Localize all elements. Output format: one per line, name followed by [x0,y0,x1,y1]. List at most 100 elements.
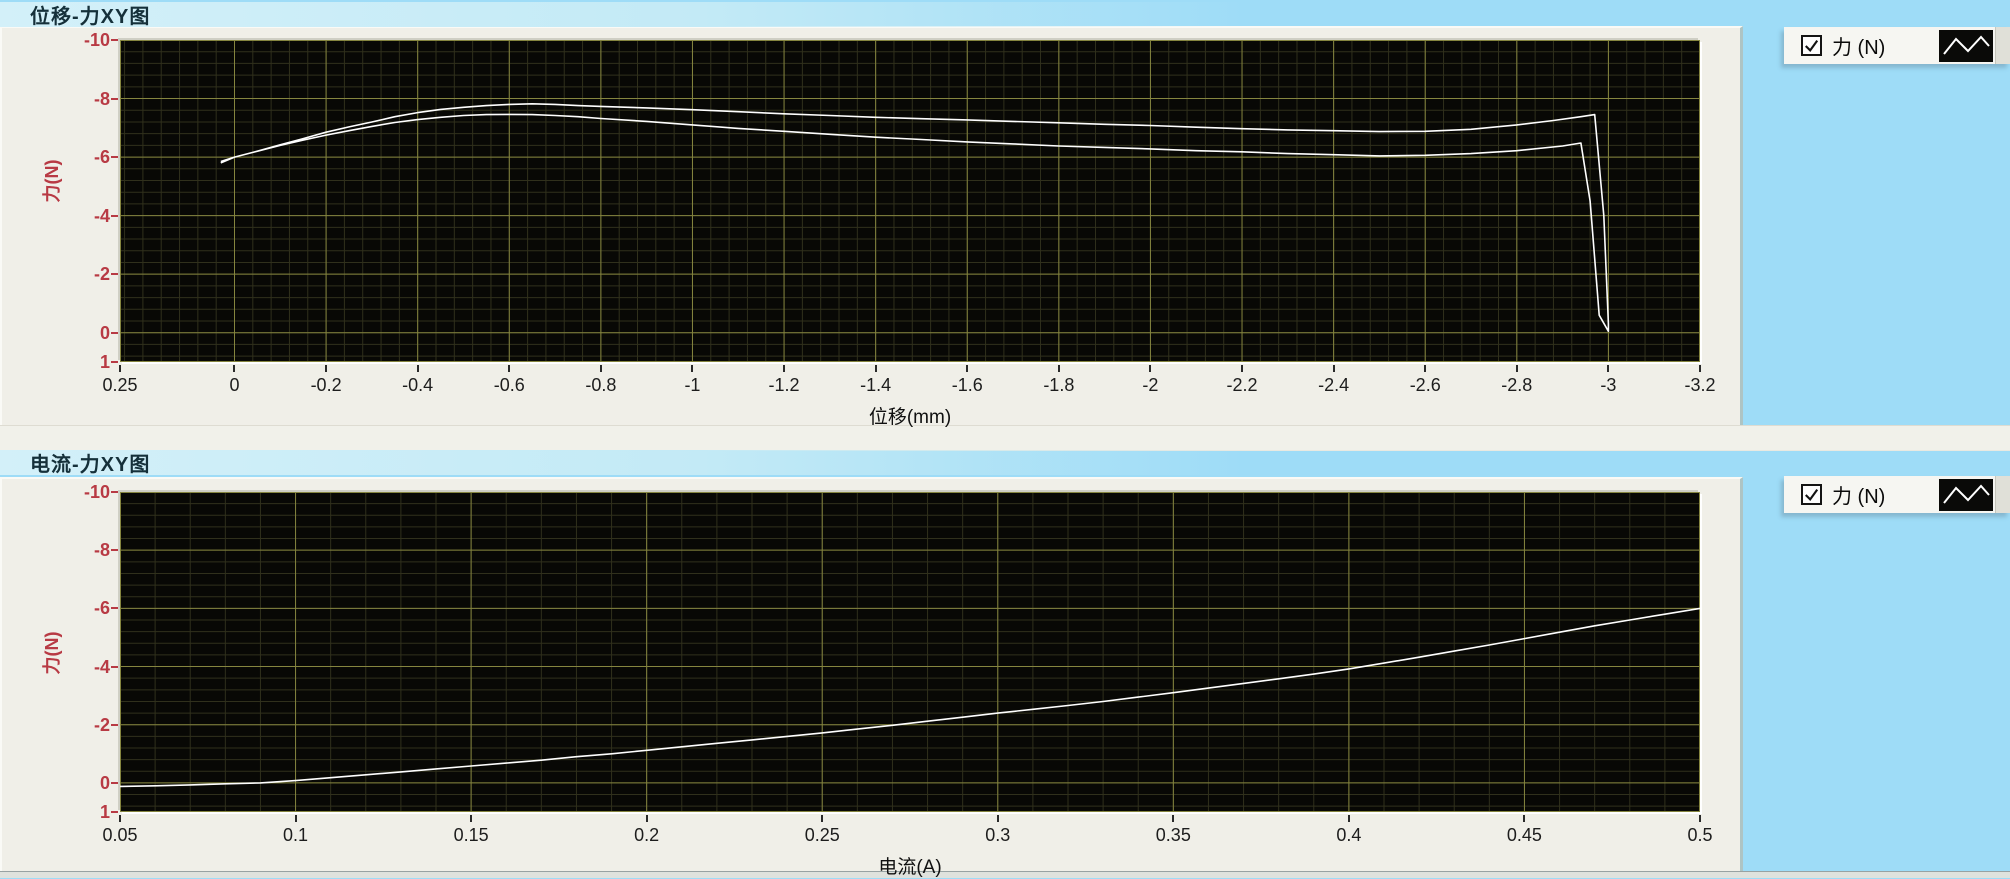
x-tick-label: 0.3 [985,825,1011,845]
x-tick-label: 0.25 [102,375,138,395]
y-tick-mark [111,39,118,41]
x-tick-mark [416,365,419,372]
x-tick-mark [1515,365,1518,372]
x-tick-mark [966,365,969,372]
x-tick-label: -1.4 [860,375,892,395]
x-tick-mark [691,365,694,372]
y-tick-label: 0 [99,772,110,793]
x-tick-mark [1607,365,1610,372]
x-tick-label: -2.4 [1318,375,1350,395]
y-tick-label: -8 [93,88,110,109]
y-tick-mark [111,781,118,784]
plot-area[interactable] [120,40,1700,362]
chart1-label-bar: 位移-力XY图 [0,2,1560,28]
current-force-plot: 电流(A) 0.05 0.1 0.15 0.2 0.25 0.3 0.35 0.4 0.45 0.… [84,482,1713,878]
y-tick-label: 1 [99,352,110,372]
window-bottom-edge [0,871,2010,878]
x-tick-mark [233,365,236,372]
x-tick-label: 0.05 [102,825,138,845]
y-tick-mark [111,811,118,813]
zigzag-line-icon[interactable] [1939,29,1993,62]
y-tick-label: -4 [93,205,110,226]
x-tick-label: -3.2 [1684,375,1716,395]
y-tick-mark [111,97,118,100]
legend-series-label: 力 (N) [1832,37,1886,59]
y-tick-label: -6 [93,147,110,168]
y-tick-label: -8 [93,540,110,561]
y-tick-mark [111,214,118,217]
x-tick-label: -0.2 [310,375,342,395]
y-tick-mark [111,549,118,552]
displacement-force-plot: 位移(mm) 0.25 0 -0.2 -0.4 -0.6 -0.8 -1 -1.2 -1.4 -1… [84,30,1716,428]
x-tick-mark [470,815,473,822]
panel-divider-band [0,425,2010,451]
x-tick-mark [1172,815,1175,822]
x-tick-label: 0.15 [453,825,489,845]
plot-area[interactable] [120,492,1700,812]
y-tick-mark [111,361,118,363]
y-tick-mark [111,273,118,276]
x-tick-mark [294,815,297,822]
legend-series-label: 力 (N) [1832,486,1886,508]
y-tick-mark [111,607,118,610]
x-tick-label: -1.6 [951,375,983,395]
y-axis-title: 力(N) [42,159,62,203]
y-tick-label: -2 [93,714,110,735]
x-tick-mark [645,815,648,822]
x-tick-mark [1699,365,1701,372]
x-tick-label: 0.45 [1506,825,1542,845]
x-tick-label: -1.8 [1043,375,1075,395]
checkbox-check-icon [1805,40,1819,52]
x-tick-label: -2 [1142,375,1159,395]
x-tick-label: 0.2 [634,825,660,845]
x-tick-mark [1241,365,1244,372]
x-tick-label: -0.8 [585,375,617,395]
x-tick-label: -2.2 [1226,375,1258,395]
x-tick-label: 0.25 [804,825,840,845]
chart2-label-bar: 电流-力XY图 [0,450,1560,476]
line-style-glyph [1943,35,1990,55]
x-tick-label: 0 [229,375,240,395]
zigzag-line-icon[interactable] [1939,478,1993,511]
chart1-plot-legend: 力 (N) [1784,27,2010,64]
x-tick-label: -2.6 [1409,375,1441,395]
x-tick-label: -0.4 [402,375,434,395]
x-tick-mark [599,365,602,372]
x-tick-mark [874,365,877,372]
x-tick-label: 0.35 [1155,825,1191,845]
x-tick-label: 0.1 [283,825,309,845]
y-tick-label: -2 [93,264,110,285]
x-tick-mark [1424,365,1427,372]
x-tick-mark [1347,815,1350,822]
chart1-title: 位移-力XY图 [30,6,151,28]
y-tick-mark [111,723,118,726]
x-axis-title: 位移(mm) [868,407,952,428]
x-tick-mark [821,815,824,822]
x-tick-label: 0.4 [1336,825,1362,845]
x-tick-mark [325,365,328,372]
series-visibility-checkbox[interactable] [1801,35,1822,56]
y-tick-mark [111,665,118,668]
legend-scroll-strip[interactable] [1995,27,2010,64]
x-tick-mark [119,365,121,372]
x-tick-label: 0.5 [1687,825,1713,845]
x-tick-label: -3 [1600,375,1617,395]
y-tick-label: -4 [93,656,110,677]
x-tick-mark [1149,365,1152,372]
chart2-title: 电流-力XY图 [30,454,151,476]
y-tick-label: 1 [99,802,110,822]
x-tick-label: -1 [684,375,701,395]
series-visibility-checkbox[interactable] [1801,484,1822,505]
legend-scroll-strip[interactable] [1995,476,2010,513]
x-tick-mark [1332,365,1335,372]
checkbox-check-icon [1805,489,1819,501]
x-tick-mark [783,365,786,372]
y-tick-mark [111,491,118,493]
x-tick-mark [508,365,511,372]
line-style-glyph [1943,484,1990,504]
y-tick-mark [111,331,118,334]
x-tick-label: -2.8 [1501,375,1533,395]
x-tick-mark [1699,815,1701,822]
x-tick-mark [1523,815,1526,822]
